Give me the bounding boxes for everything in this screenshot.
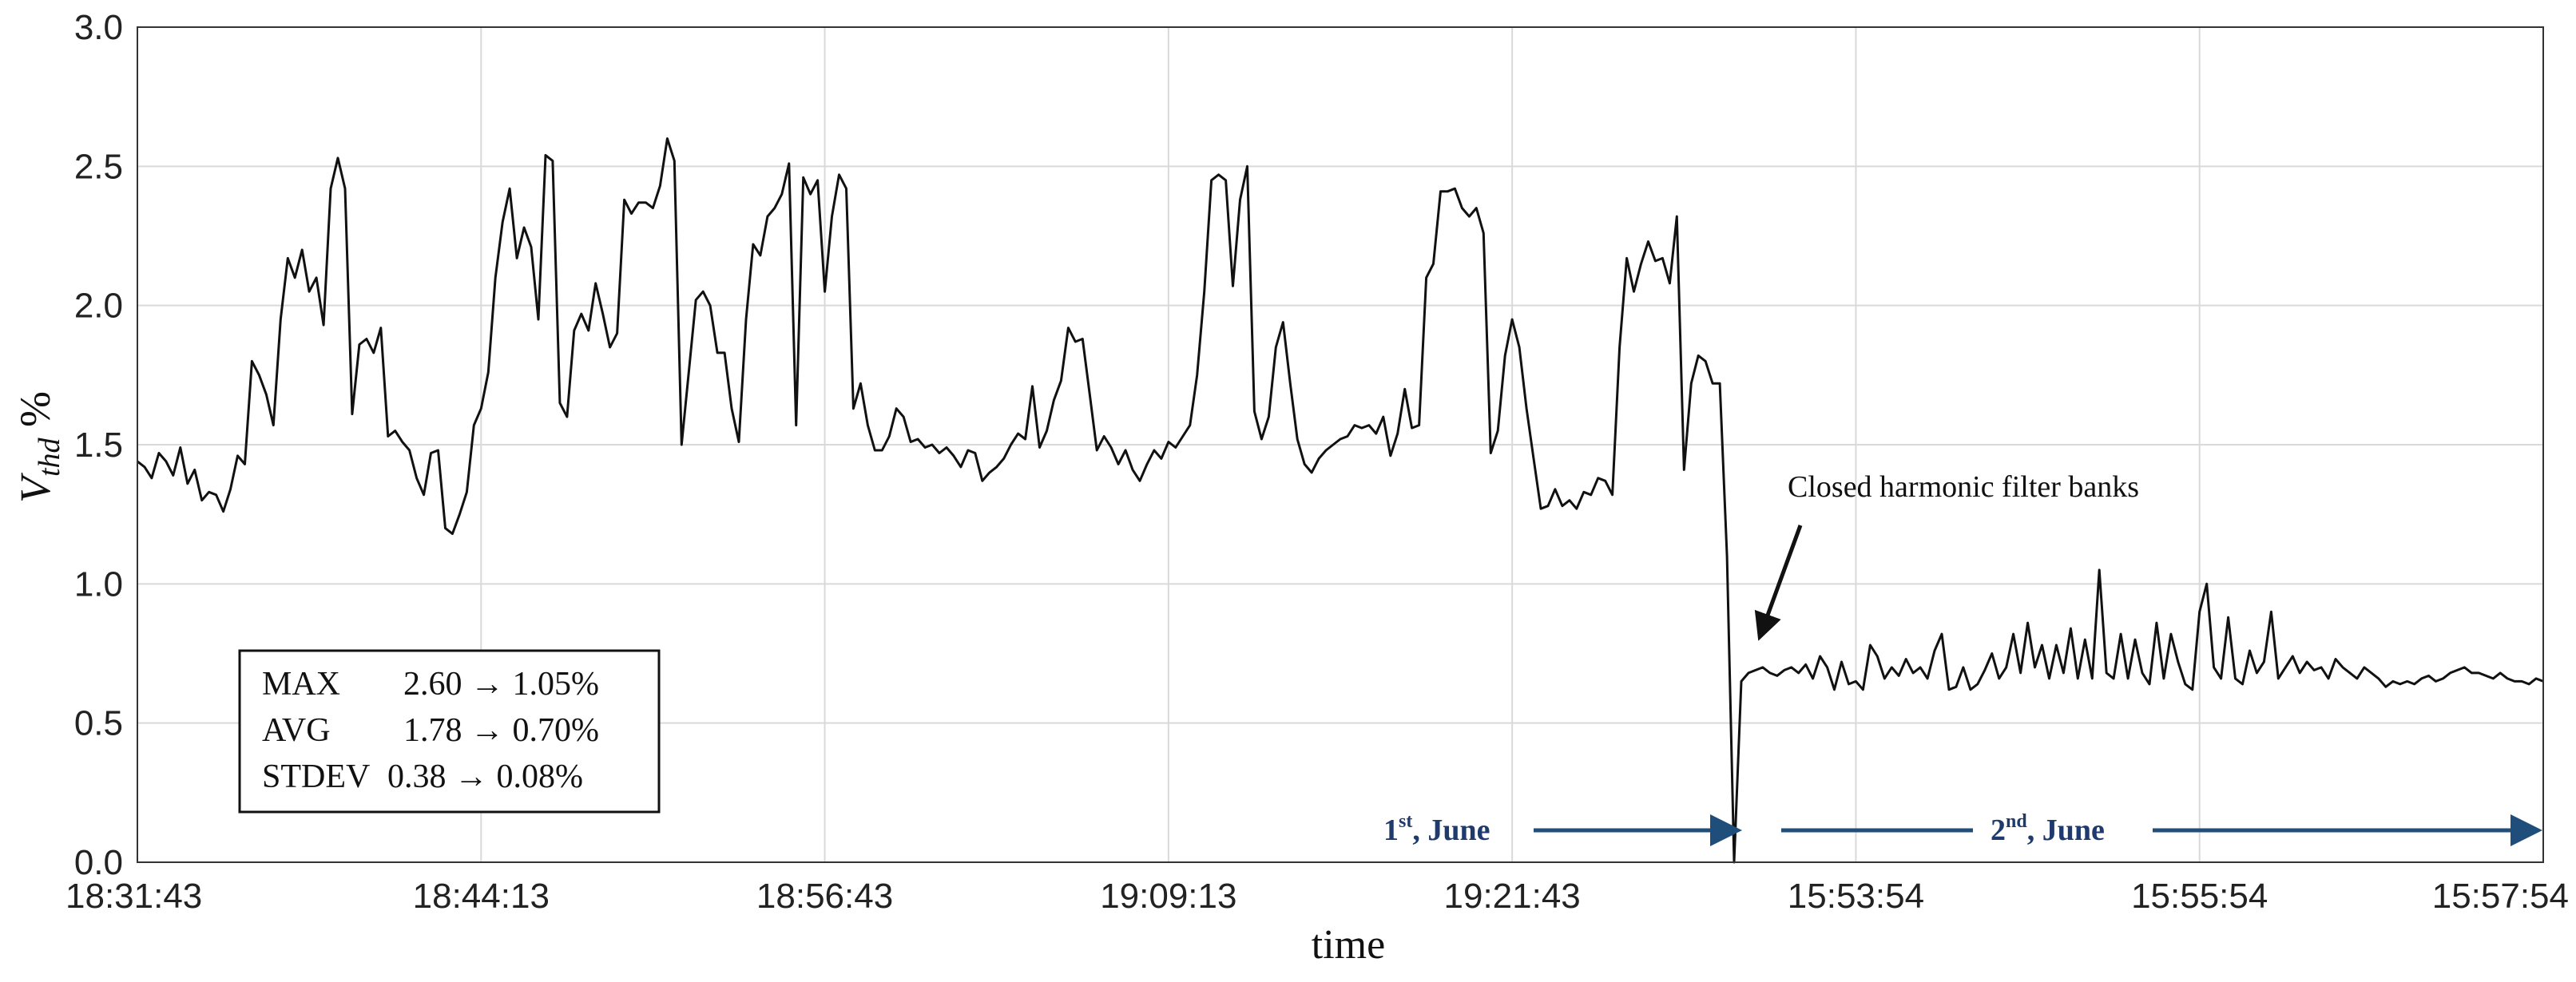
y-tick-label: 0.5 [74, 704, 123, 743]
y-tick-label: 2.0 [74, 287, 123, 326]
annotation-text: Closed harmonic filter banks [1788, 470, 2139, 504]
x-tick-label: 18:31:43 [65, 877, 202, 916]
x-tick-label: 18:44:13 [413, 877, 550, 916]
stats-value-max: 2.60 → 1.05% [403, 666, 599, 703]
stats-label-max: MAX [262, 666, 340, 703]
plot-frame [137, 26, 2544, 863]
stats-value-avg: 1.78 → 0.70% [403, 712, 599, 749]
y-tick-label: 0.0 [74, 843, 123, 882]
x-tick-label: 18:56:43 [756, 877, 893, 916]
x-tick-label: 15:55:54 [2131, 877, 2268, 916]
x-tick-label: 15:53:54 [1788, 877, 1924, 916]
x-axis-label: time [1312, 922, 1385, 968]
stats-label-avg: AVG [262, 712, 331, 749]
y-tick-label: 1.5 [74, 426, 123, 465]
series-layer [137, 137, 2544, 864]
series-line [137, 137, 2544, 864]
x-tick-label: 19:21:43 [1444, 877, 1581, 916]
day-label-second: 2nd, June [1991, 811, 2105, 847]
y-tick-label: 1.0 [74, 564, 123, 604]
y-tick-label: 3.0 [74, 8, 123, 47]
stats-value-stdev: 0.38 → 0.08% [387, 758, 583, 795]
stats-box: MAX 2.60 → 1.05% AVG 1.78 → 0.70% STDEV … [238, 649, 661, 814]
y-tick-label: 2.5 [74, 147, 123, 186]
annotation-arrow [1754, 525, 1803, 641]
y-axis-label: Vthd % [11, 391, 66, 503]
tick-layer: 0.0 0.5 1.0 1.5 2.0 2.5 3.0 18:31:43 18:44:13 18:… [65, 8, 2569, 916]
x-tick-label: 19:09:13 [1100, 877, 1236, 916]
x-tick-label: 15:57:54 [2432, 877, 2569, 916]
day-label-first: 1st, June [1383, 811, 1490, 847]
grid-layer [137, 26, 2544, 863]
stats-label-stdev: STDEV [262, 758, 370, 795]
